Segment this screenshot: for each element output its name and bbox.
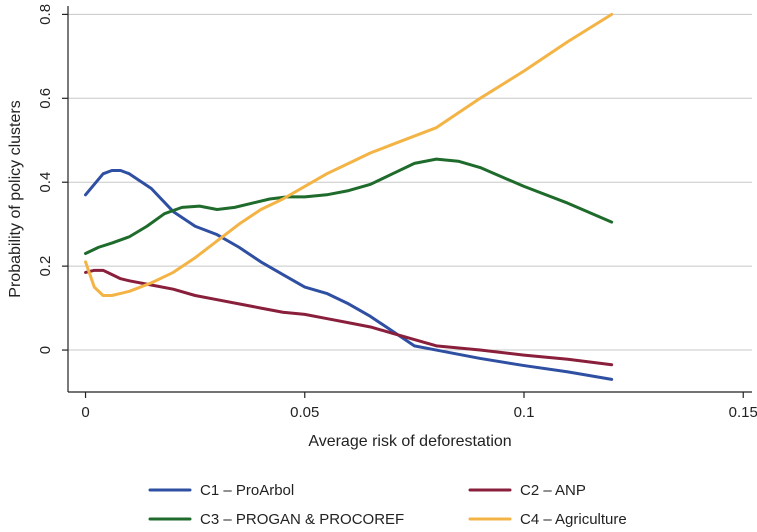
x-tick-label: 0 <box>81 404 89 421</box>
legend-label-c1: C1 – ProArbol <box>200 482 294 499</box>
y-tick-label: 0 <box>37 346 54 354</box>
legend-label-c4: C4 – Agriculture <box>520 511 627 528</box>
y-tick-label: 0.8 <box>37 4 54 25</box>
x-tick-label: 0.1 <box>514 404 535 421</box>
series-line-c2 <box>84 268 614 367</box>
legend-label-c2: C2 – ANP <box>520 482 586 499</box>
y-tick-label: 0.6 <box>37 88 54 109</box>
y-tick-label: 0.2 <box>37 256 54 277</box>
series-line-c4 <box>84 12 614 297</box>
series-line-c1 <box>84 168 614 381</box>
axes <box>67 6 752 393</box>
x-axis-title: Average risk of deforestation <box>308 433 511 450</box>
series-line-c3 <box>84 157 614 256</box>
legend: C1 – ProArbol C2 – ANP C3 – PROGAN & PROCO… <box>148 482 627 528</box>
x-tick-label: 0.05 <box>290 404 319 421</box>
legend-label-c3: C3 – PROGAN & PROCOREF <box>200 511 404 528</box>
x-tick-label: 0.15 <box>729 404 757 421</box>
y-axis-title: Probability of policy clusters <box>7 100 24 297</box>
series-lines <box>84 12 614 381</box>
gridlines <box>68 13 752 351</box>
y-tick-label: 0.4 <box>37 172 54 193</box>
ticks: 0 0.2 0.4 0.6 0.8 0 0.05 0.1 0.15 <box>37 4 757 421</box>
